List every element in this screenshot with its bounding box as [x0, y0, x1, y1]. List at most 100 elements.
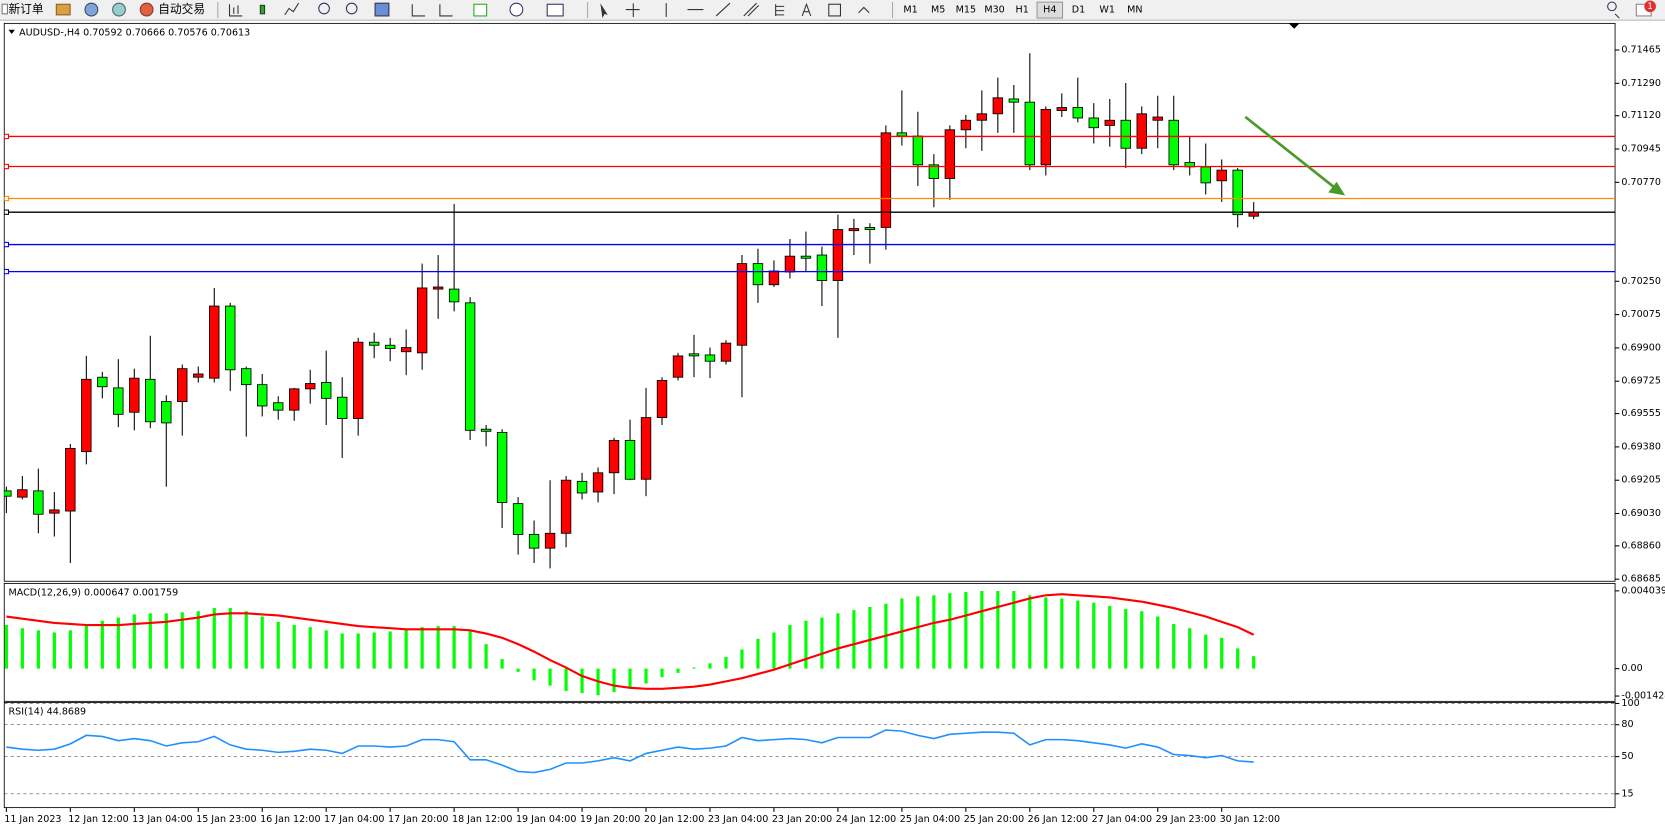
candle-body [305, 383, 316, 390]
candle-body [1200, 166, 1211, 184]
toolbar-icon[interactable] [112, 2, 126, 17]
timeframe-label[interactable]: H1 [1016, 5, 1029, 16]
timeframe-label[interactable]: M15 [956, 5, 976, 16]
candle-body [512, 503, 524, 535]
auto-trading-button[interactable]: 自动交易 [158, 2, 205, 16]
timeframe-label[interactable]: H4 [1043, 5, 1056, 16]
timeframe-label[interactable]: MN [1127, 5, 1142, 16]
candle-body [768, 270, 780, 286]
y-tick-label: 0.70075 [1621, 309, 1660, 320]
macd-histogram-bar [932, 595, 936, 669]
macd-histogram-bar [820, 617, 824, 669]
candle-body [49, 509, 60, 514]
macd-histogram-bar [836, 613, 840, 669]
trendline-button[interactable] [715, 2, 731, 17]
candle-body [640, 417, 652, 480]
macd-histogram-bar [484, 644, 488, 669]
arrow-shaft [1244, 115, 1338, 191]
macd-histogram-bar [244, 611, 248, 669]
timeframe-label[interactable]: M5 [931, 5, 945, 16]
new-order-button[interactable]: 新订单 [9, 2, 44, 16]
bar-chart-button[interactable] [228, 4, 243, 17]
arrow-head [1328, 181, 1346, 196]
candle-body [832, 229, 844, 281]
candle-body [912, 135, 924, 166]
periods-button[interactable] [509, 2, 524, 17]
y-tick-label: 0.70945 [1621, 144, 1660, 155]
zoom-out-button[interactable] [345, 2, 358, 15]
x-tick-label: 13 Jan 04:00 [132, 814, 192, 825]
timeframe-label[interactable]: M30 [984, 5, 1004, 16]
tile-button[interactable] [374, 2, 390, 17]
candle-body [736, 263, 748, 346]
macd-histogram-bar [276, 621, 280, 669]
autoscroll-button[interactable] [411, 4, 426, 17]
level-handle[interactable] [4, 163, 10, 170]
candle-body [4, 490, 12, 497]
search-button[interactable] [1607, 1, 1620, 19]
templates-button[interactable] [546, 3, 564, 17]
macd-histogram-bar [20, 628, 24, 669]
indicators-button[interactable] [473, 3, 488, 17]
channel-button[interactable] [743, 2, 760, 17]
x-tick-label: 19 Jan 20:00 [580, 814, 640, 825]
level-handle[interactable] [4, 241, 10, 248]
chart-area: 0.710110.708530.706850.706130.704430.703… [3, 22, 1665, 825]
auto-trading-icon[interactable] [139, 2, 154, 17]
cursor-button[interactable] [600, 3, 608, 19]
candle-body [432, 286, 444, 290]
toolbar-icon[interactable] [84, 2, 99, 17]
crosshair-button[interactable] [625, 3, 640, 18]
toolbar-icon[interactable] [55, 3, 71, 16]
new-order-icon[interactable] [1, 3, 8, 15]
timeframe-button[interactable] [1036, 1, 1064, 19]
candle-chart-button[interactable] [259, 4, 266, 15]
macd-histogram-bar [980, 591, 984, 669]
candle-body [992, 97, 1004, 115]
candle-body [464, 302, 476, 431]
timeframe-label[interactable]: W1 [1099, 5, 1115, 16]
x-tick-label: 18 Jan 12:00 [452, 814, 512, 825]
label-button[interactable] [828, 3, 842, 17]
y-tick-label: 0.70250 [1621, 276, 1660, 287]
level-handle[interactable] [4, 195, 10, 202]
candle-body [257, 384, 268, 407]
timeframe-label[interactable]: D1 [1072, 5, 1085, 16]
candle-body [848, 228, 860, 232]
y-tick-label: 100 [1621, 698, 1639, 709]
level-handle[interactable] [4, 268, 10, 275]
candle-body [1024, 101, 1036, 166]
macd-histogram-bar [532, 668, 536, 681]
candle-body [161, 401, 172, 424]
timeframe-label[interactable]: M1 [903, 5, 917, 16]
macd-histogram-bar [84, 625, 88, 669]
notification-count: 1 [1647, 2, 1652, 12]
macd-histogram-bar [100, 620, 104, 669]
candle-body [480, 428, 492, 432]
x-tick-label: 23 Jan 20:00 [772, 814, 832, 825]
shift-button[interactable] [439, 4, 453, 17]
macd-histogram-bar [516, 668, 520, 672]
level-handle[interactable] [4, 133, 10, 140]
level-handle[interactable] [4, 209, 10, 215]
trend-arrow [1244, 115, 1346, 196]
zoom-in-button[interactable] [318, 2, 330, 15]
candle-body [816, 254, 828, 281]
notification-badge[interactable] [1644, 0, 1656, 13]
macd-histogram-bar [340, 633, 344, 669]
y-tick-label: 0.69555 [1621, 408, 1660, 419]
chart-shift-marker[interactable] [1288, 23, 1300, 29]
candle-body [880, 132, 892, 228]
arrows-button[interactable] [858, 6, 870, 14]
macd-histogram-bar [724, 656, 728, 669]
x-tick-label: 17 Jan 04:00 [324, 814, 384, 825]
fibonacci-button[interactable] [775, 4, 785, 16]
candle-body [241, 368, 252, 386]
text-button[interactable] [801, 2, 812, 17]
candle-body [800, 255, 812, 259]
candlestick-panel: 0.710110.708530.706850.706130.704430.703… [3, 22, 1661, 585]
line-chart-button[interactable] [284, 2, 300, 16]
macd-histogram-bar [996, 591, 1000, 669]
candle-body [656, 380, 668, 419]
